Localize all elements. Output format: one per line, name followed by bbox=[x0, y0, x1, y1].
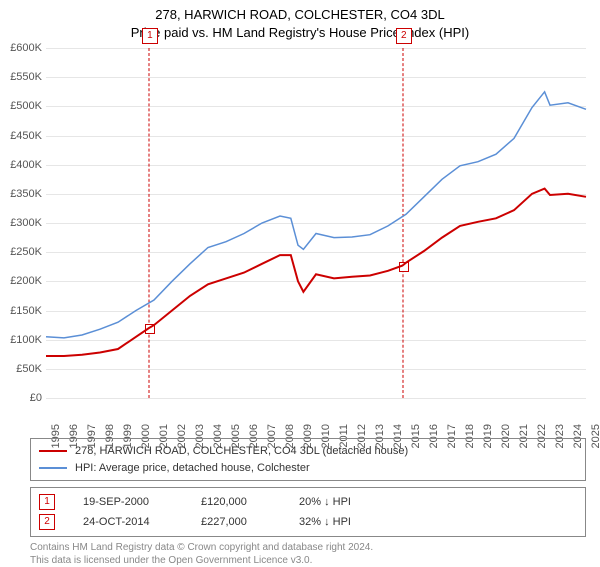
annotation-price: £120,000 bbox=[201, 496, 271, 508]
y-tick-label: £50K bbox=[0, 363, 42, 375]
y-tick-label: £0 bbox=[0, 392, 42, 404]
legend-box: 278, HARWICH ROAD, COLCHESTER, CO4 3DL (… bbox=[30, 438, 586, 481]
annotation-pct: 32% ↓ HPI bbox=[299, 516, 351, 528]
title-line-1: 278, HARWICH ROAD, COLCHESTER, CO4 3DL bbox=[0, 6, 600, 24]
legend-swatch bbox=[39, 450, 67, 452]
annotation-price: £227,000 bbox=[201, 516, 271, 528]
chart-plot-area: £0£50K£100K£150K£200K£250K£300K£350K£400… bbox=[46, 48, 586, 398]
annotation-number: 2 bbox=[39, 514, 55, 530]
y-tick-label: £300K bbox=[0, 217, 42, 229]
y-tick-label: £600K bbox=[0, 42, 42, 54]
annotation-date: 24-OCT-2014 bbox=[83, 516, 173, 528]
marker-badge: 2 bbox=[396, 28, 412, 44]
footer-copyright: Contains HM Land Registry data © Crown c… bbox=[30, 541, 586, 567]
y-tick-label: £100K bbox=[0, 334, 42, 346]
legend-swatch bbox=[39, 467, 67, 469]
annotation-box: 1 19-SEP-2000 £120,000 20% ↓ HPI 2 24-OCT-201… bbox=[30, 487, 586, 537]
legend-label: HPI: Average price, detached house, Colc… bbox=[75, 460, 310, 477]
annotation-pct: 20% ↓ HPI bbox=[299, 496, 351, 508]
annotation-number: 1 bbox=[39, 494, 55, 510]
y-tick-label: £250K bbox=[0, 246, 42, 258]
legend-block: 278, HARWICH ROAD, COLCHESTER, CO4 3DL (… bbox=[30, 438, 586, 567]
annotation-row: 1 19-SEP-2000 £120,000 20% ↓ HPI bbox=[39, 492, 577, 512]
legend-row: 278, HARWICH ROAD, COLCHESTER, CO4 3DL (… bbox=[39, 443, 577, 460]
y-tick-label: £500K bbox=[0, 100, 42, 112]
legend-row: HPI: Average price, detached house, Colc… bbox=[39, 460, 577, 477]
grid-line bbox=[46, 398, 586, 399]
legend-label: 278, HARWICH ROAD, COLCHESTER, CO4 3DL (… bbox=[75, 443, 408, 460]
series-line bbox=[46, 189, 586, 356]
y-tick-label: £450K bbox=[0, 130, 42, 142]
y-tick-label: £350K bbox=[0, 188, 42, 200]
marker-badge: 1 bbox=[142, 28, 158, 44]
y-tick-label: £150K bbox=[0, 305, 42, 317]
annotation-date: 19-SEP-2000 bbox=[83, 496, 173, 508]
y-tick-label: £400K bbox=[0, 159, 42, 171]
y-tick-label: £200K bbox=[0, 275, 42, 287]
title-line-2: Price paid vs. HM Land Registry's House … bbox=[0, 24, 600, 42]
x-tick-label: 2025 bbox=[590, 424, 600, 448]
annotation-row: 2 24-OCT-2014 £227,000 32% ↓ HPI bbox=[39, 512, 577, 532]
y-tick-label: £550K bbox=[0, 71, 42, 83]
chart-title: 278, HARWICH ROAD, COLCHESTER, CO4 3DL P… bbox=[0, 0, 600, 41]
